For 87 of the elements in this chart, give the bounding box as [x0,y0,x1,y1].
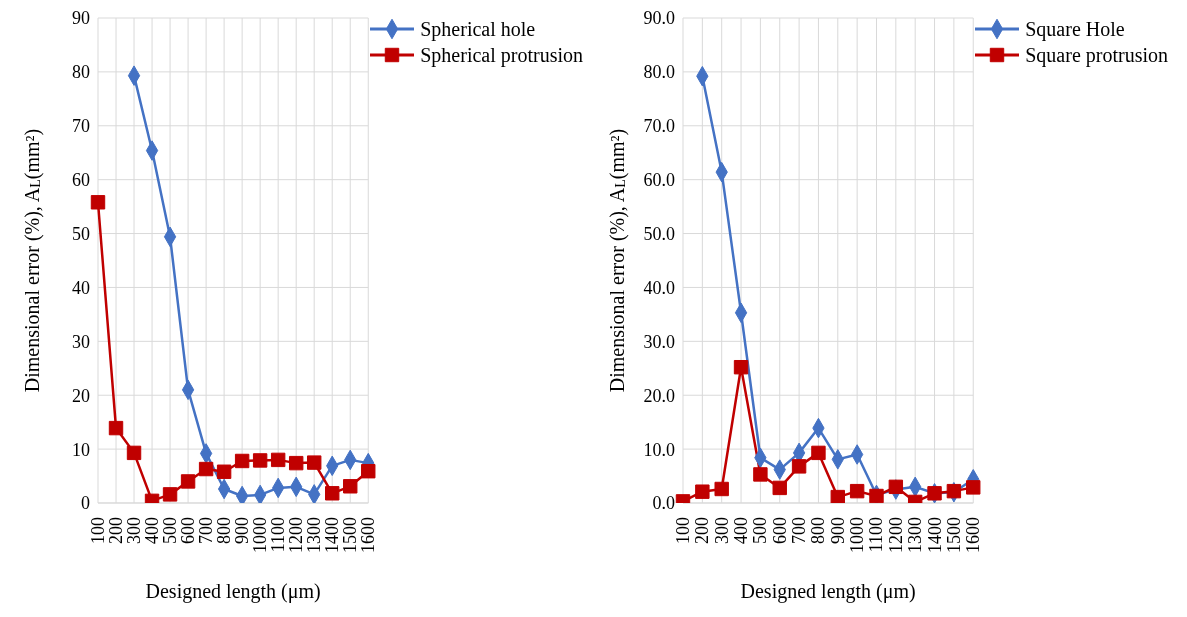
y-tick-label: 10.0 [643,439,675,460]
point [772,480,787,496]
x-tick-label: 1400 [924,517,945,553]
y-tick-label: 60 [72,170,90,191]
x-tick-label: 400 [142,517,163,544]
x-tick-label: 900 [827,517,848,544]
y-tick-label: 90.0 [643,8,675,29]
y-tick-label: 50.0 [643,223,675,244]
x-tick-label: 100 [88,517,108,544]
point [306,455,322,470]
point [888,479,904,495]
x-tick-label: 1000 [847,517,868,553]
x-tick-label: 500 [750,517,771,544]
y-tick-label: 30.0 [643,331,675,352]
point [162,487,178,502]
point [236,485,249,503]
point [946,483,962,499]
y-tick-label: 30 [72,331,90,352]
y-tick-label: 40 [72,277,90,298]
legend-label: Spherical hole [420,17,536,42]
x-tick-label: 700 [196,517,217,544]
x-tick-label: 1500 [943,517,964,553]
y-tick-label: 80.0 [643,62,675,83]
x-tick-label: 1200 [286,517,307,553]
legend-label: Square Hole [1025,17,1125,42]
x-tick-label: 1200 [885,517,906,553]
point [733,359,749,375]
y-tick-label: 80 [72,62,90,83]
y-tick-label: 0 [81,493,90,514]
point [830,489,845,503]
y-tick-label: 70 [72,116,90,137]
y-tick-label: 50 [72,223,90,244]
x-tick-label: 1100 [866,517,887,553]
point [869,488,884,503]
y-tick-label: 20.0 [643,385,675,406]
x-tick-label: 700 [789,517,810,544]
point [90,195,106,210]
x-tick-label: 400 [731,517,752,544]
point [791,459,807,474]
y-tick-label: 90 [72,8,90,29]
point [714,481,729,497]
point [288,455,304,471]
point [180,474,196,489]
point [270,452,286,468]
x-tick-label: 100 [673,517,693,544]
point [753,467,768,482]
point [811,445,826,461]
x-tick-label: 1600 [963,517,984,553]
y-tick-label: 20 [72,385,90,406]
point [325,486,340,501]
y-tick-label: 0.0 [652,493,675,514]
y-tick-label: 70.0 [643,116,675,137]
point [234,453,250,469]
point [966,480,981,495]
point [343,479,358,494]
x-tick-label: 1100 [268,517,289,553]
x-tick-label: 500 [160,517,181,544]
x-tick-label: 900 [232,517,253,544]
x-axis-title: Designed length (μm) [145,580,321,603]
x-tick-label: 1600 [358,517,379,553]
x-tick-label: 200 [106,517,127,544]
point [198,461,214,477]
y-tick-label: 40.0 [643,277,675,298]
point [108,420,124,436]
x-tick-label: 300 [124,517,145,544]
legend-label: Square protrusion [1025,43,1168,68]
legend-label: Spherical protrusion [420,43,583,68]
x-tick-label: 1300 [304,517,325,553]
point [216,464,232,479]
x-axis-title: Designed length (μm) [740,580,916,603]
y-tick-label: 10 [72,439,90,460]
x-tick-label: 800 [808,517,829,544]
x-tick-label: 300 [711,517,732,544]
point [695,484,710,499]
x-tick-label: 1000 [250,517,271,553]
x-tick-label: 200 [692,517,713,544]
x-tick-label: 1500 [340,517,361,553]
point [849,483,865,499]
point [126,445,142,461]
x-tick-label: 600 [769,517,790,544]
y-tick-label: 60.0 [643,170,675,191]
x-tick-label: 600 [178,517,199,544]
x-tick-label: 1400 [322,517,343,553]
point [361,464,376,479]
x-tick-label: 1300 [905,517,926,553]
x-tick-label: 800 [214,517,235,544]
point [252,453,268,468]
